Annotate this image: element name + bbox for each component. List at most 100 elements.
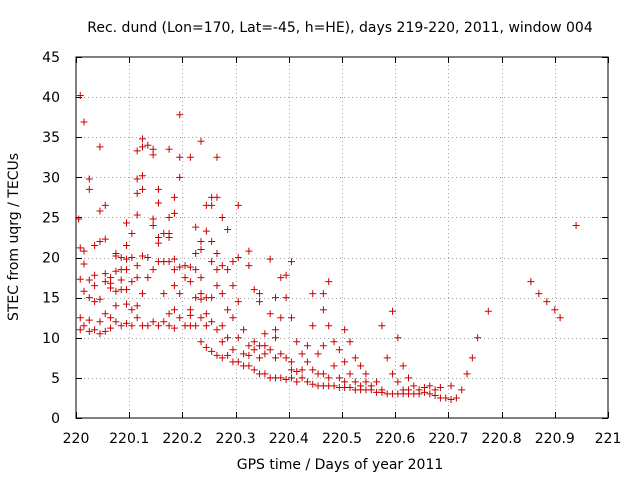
data-point xyxy=(165,322,173,330)
data-point xyxy=(213,326,221,334)
data-point xyxy=(282,271,290,279)
data-point xyxy=(165,310,173,318)
data-point xyxy=(277,374,285,382)
data-point xyxy=(85,327,93,335)
data-point xyxy=(266,346,274,354)
data-point xyxy=(123,255,131,263)
data-point xyxy=(149,215,157,223)
data-point xyxy=(139,290,146,298)
data-point xyxy=(208,318,216,326)
data-point xyxy=(362,370,370,378)
data-point xyxy=(218,322,226,330)
data-point xyxy=(543,298,551,306)
data-point xyxy=(319,370,327,378)
data-point xyxy=(85,294,93,302)
data-point xyxy=(101,270,109,278)
data-point xyxy=(144,322,152,330)
data-point xyxy=(234,358,242,366)
data-point xyxy=(133,274,141,282)
data-point xyxy=(154,322,162,330)
data-point xyxy=(431,392,439,400)
data-point xyxy=(170,282,178,290)
data-point xyxy=(117,322,125,330)
data-point xyxy=(240,326,248,334)
data-point xyxy=(229,282,237,290)
data-point xyxy=(197,338,205,346)
data-point xyxy=(250,366,258,374)
data-point xyxy=(123,286,131,294)
data-point xyxy=(202,310,210,318)
data-point xyxy=(149,151,157,159)
data-point xyxy=(197,314,205,322)
y-tick-label: 35 xyxy=(42,130,60,146)
x-tick-label: 220.1 xyxy=(109,431,149,447)
data-point xyxy=(436,384,444,392)
y-tick-label: 25 xyxy=(42,210,60,226)
data-point xyxy=(202,227,210,235)
data-point xyxy=(170,193,178,201)
data-point xyxy=(282,354,290,362)
y-tick-label: 0 xyxy=(51,411,60,427)
data-point xyxy=(229,258,237,266)
data-point xyxy=(80,260,88,268)
data-point xyxy=(351,378,359,386)
data-point xyxy=(91,298,99,306)
data-point xyxy=(325,322,333,330)
data-point xyxy=(149,221,157,229)
data-point xyxy=(287,366,295,374)
data-point xyxy=(170,255,178,263)
data-point xyxy=(80,118,88,126)
data-point xyxy=(250,338,258,346)
data-point xyxy=(272,334,279,342)
data-point xyxy=(112,318,120,326)
data-point xyxy=(256,354,264,362)
data-point xyxy=(80,247,88,255)
x-tick-label: 220.9 xyxy=(535,431,575,447)
y-tick-label: 45 xyxy=(42,50,60,66)
data-point xyxy=(330,338,338,346)
data-point xyxy=(261,370,269,378)
data-point xyxy=(287,258,295,266)
data-point xyxy=(341,358,349,366)
data-point xyxy=(287,374,295,382)
data-point xyxy=(96,318,104,326)
data-point xyxy=(186,153,194,161)
data-point xyxy=(76,326,84,334)
data-point xyxy=(133,262,141,270)
data-point xyxy=(144,141,152,149)
data-point xyxy=(154,185,162,193)
data-point xyxy=(245,262,253,270)
y-tick-label: 15 xyxy=(42,291,60,307)
data-point xyxy=(165,234,173,241)
x-tick-label: 220.4 xyxy=(269,431,309,447)
data-point xyxy=(282,294,290,302)
data-point xyxy=(181,262,189,270)
data-point xyxy=(213,250,221,258)
data-point xyxy=(309,290,317,298)
y-tick-label: 5 xyxy=(51,371,60,387)
data-point xyxy=(229,346,237,354)
data-point xyxy=(346,384,354,392)
data-points xyxy=(75,92,580,404)
data-point xyxy=(389,370,397,378)
data-point xyxy=(176,173,184,181)
data-point xyxy=(319,306,327,314)
x-tick-label: 221 xyxy=(595,431,622,447)
data-point xyxy=(293,338,301,346)
data-point xyxy=(218,290,226,298)
data-point xyxy=(154,199,162,207)
data-point xyxy=(133,211,141,219)
data-point xyxy=(272,354,279,362)
data-point xyxy=(123,219,131,227)
data-point xyxy=(261,342,269,350)
data-point xyxy=(123,319,131,327)
data-point xyxy=(224,306,232,314)
data-point xyxy=(389,307,397,315)
data-point xyxy=(556,314,564,322)
data-point xyxy=(309,322,317,330)
data-point xyxy=(208,238,216,246)
data-point xyxy=(245,342,253,350)
data-point xyxy=(213,266,221,274)
y-tick-label: 10 xyxy=(42,331,60,347)
